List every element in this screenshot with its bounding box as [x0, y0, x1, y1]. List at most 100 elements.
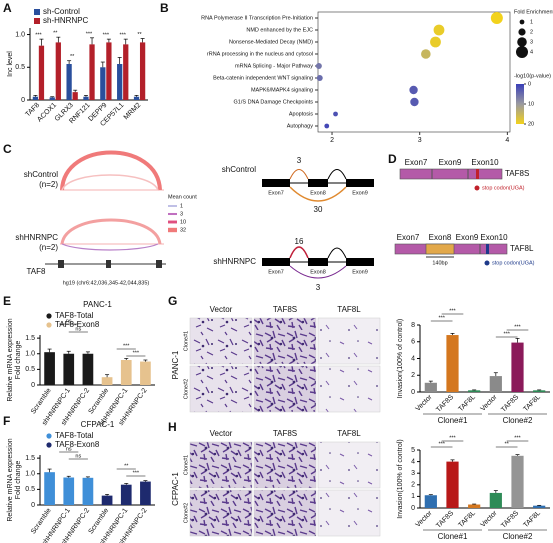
y-tick-label: 0: [31, 502, 35, 509]
gene-exon: [156, 260, 162, 268]
y-tick-label: 1: [411, 493, 415, 500]
legend-swatch: [46, 442, 52, 448]
dot: [333, 111, 338, 117]
colorbar-label: 10: [528, 101, 534, 107]
y-axis-label: Inc level: [7, 51, 14, 77]
exon-label: Exon10: [480, 233, 508, 242]
x-tick-label: 2: [330, 137, 334, 144]
junction-schematic: shControl 3 30 Exon7 Exon8 Exon9 shHNRNP…: [213, 156, 374, 292]
dot: [421, 49, 431, 59]
dot: [410, 97, 419, 107]
bar: [133, 96, 140, 100]
transcript: [399, 168, 503, 180]
junction-count: 30: [314, 205, 323, 214]
x-tick-label: TAF8S: [435, 510, 455, 530]
bar: [38, 45, 45, 100]
column-label: Vector: [210, 429, 233, 438]
y-tick-label: Autophagy: [287, 123, 314, 129]
exon-box: [346, 258, 374, 266]
bar: [511, 455, 524, 508]
group-label: Clone#1: [438, 416, 468, 425]
significance: ***: [438, 315, 445, 321]
track-label: shHNRNPC: [15, 233, 58, 242]
legend-swatch: [46, 322, 52, 328]
legend-dot: [518, 28, 526, 36]
legend-label: 4: [530, 49, 533, 55]
bar: [82, 477, 94, 505]
bar: [101, 377, 113, 385]
legend-label: sh-HNRNPC: [43, 16, 89, 25]
cell-line-label: CFPAC-1: [171, 472, 180, 506]
panel-label: C: [3, 142, 12, 156]
micrograph: [189, 365, 253, 413]
micrograph: [253, 441, 317, 489]
y-tick-label: 1.0: [25, 471, 35, 478]
legend-swatch: [34, 18, 40, 24]
y-tick-label: 2: [411, 372, 415, 379]
significance: ***: [35, 33, 42, 39]
significance: **: [505, 441, 510, 447]
x-tick-label: Vector: [480, 393, 499, 412]
y-axis-label: Relative mRNA expression: [7, 318, 14, 401]
legend-label: 10: [180, 219, 186, 225]
junction-count: 3: [316, 283, 321, 292]
junction-arc: [60, 150, 162, 191]
micrograph: [317, 441, 381, 489]
micrograph: [317, 317, 381, 365]
legend-title: -log10(p-value): [514, 73, 551, 79]
y-tick-label: RNA Polymerase II Transcription Pre-Init…: [201, 15, 313, 21]
micrograph: [253, 365, 317, 413]
exon-box: [308, 179, 328, 187]
significance: **: [53, 31, 58, 37]
y-tick-label: Apoptosis: [289, 111, 313, 117]
y-tick-label: 1.0: [25, 351, 35, 358]
column-label: Vector: [210, 305, 233, 314]
significance: ns: [66, 318, 72, 324]
stop-label: stop codon(UGA): [482, 185, 525, 191]
y-tick-label: 0: [411, 505, 415, 512]
junction: [289, 265, 347, 279]
y-tick-label: 1.5: [25, 455, 35, 462]
bar: [424, 382, 437, 392]
legend-swatch: [46, 313, 52, 319]
exon-label: Exon7: [268, 190, 284, 196]
exon-box: [346, 179, 374, 187]
exon-label: Exon8: [429, 233, 452, 242]
legend-label: TAF8-Total: [55, 311, 94, 320]
significance: ***: [514, 324, 521, 330]
track-n: (n=2): [39, 243, 58, 252]
micrograph: [317, 365, 381, 413]
junction: [327, 247, 347, 259]
bar: [83, 96, 89, 100]
legend-label: 32: [180, 227, 186, 233]
panel-label: B: [160, 1, 169, 15]
panel-label: A: [3, 1, 12, 15]
significance: ns: [66, 446, 72, 452]
dot: [433, 24, 445, 36]
exon-label: Exon9: [439, 158, 462, 167]
significance: ns: [75, 326, 81, 332]
bar: [82, 353, 94, 385]
row-label: Clone#1: [183, 455, 189, 476]
dot: [409, 85, 418, 95]
y-tick-label: G1/S DNA Damage Checkpoints: [234, 99, 314, 105]
exon-label: Exon7: [405, 158, 428, 167]
bar: [63, 477, 75, 505]
significance: ***: [503, 331, 510, 337]
bar: [117, 64, 123, 100]
exon-box: [262, 258, 290, 266]
bar: [100, 67, 106, 100]
colorbar: [516, 84, 524, 124]
legend-label: TAF8-Exon8: [55, 440, 100, 449]
y-tick-label: 5: [411, 447, 415, 454]
x-tick-label: TAF8L: [522, 510, 542, 530]
stop-dot: [474, 185, 480, 191]
legend-label: 1: [530, 19, 533, 25]
x-tick-label: TAF8L: [522, 394, 542, 414]
bar: [140, 361, 151, 385]
bar: [139, 42, 146, 100]
bar: [55, 42, 61, 100]
isoform-diagram: Exon7 Exon9 Exon10 TAF8S stop codon(UGA)…: [394, 158, 535, 266]
legend-dot: [519, 19, 525, 25]
